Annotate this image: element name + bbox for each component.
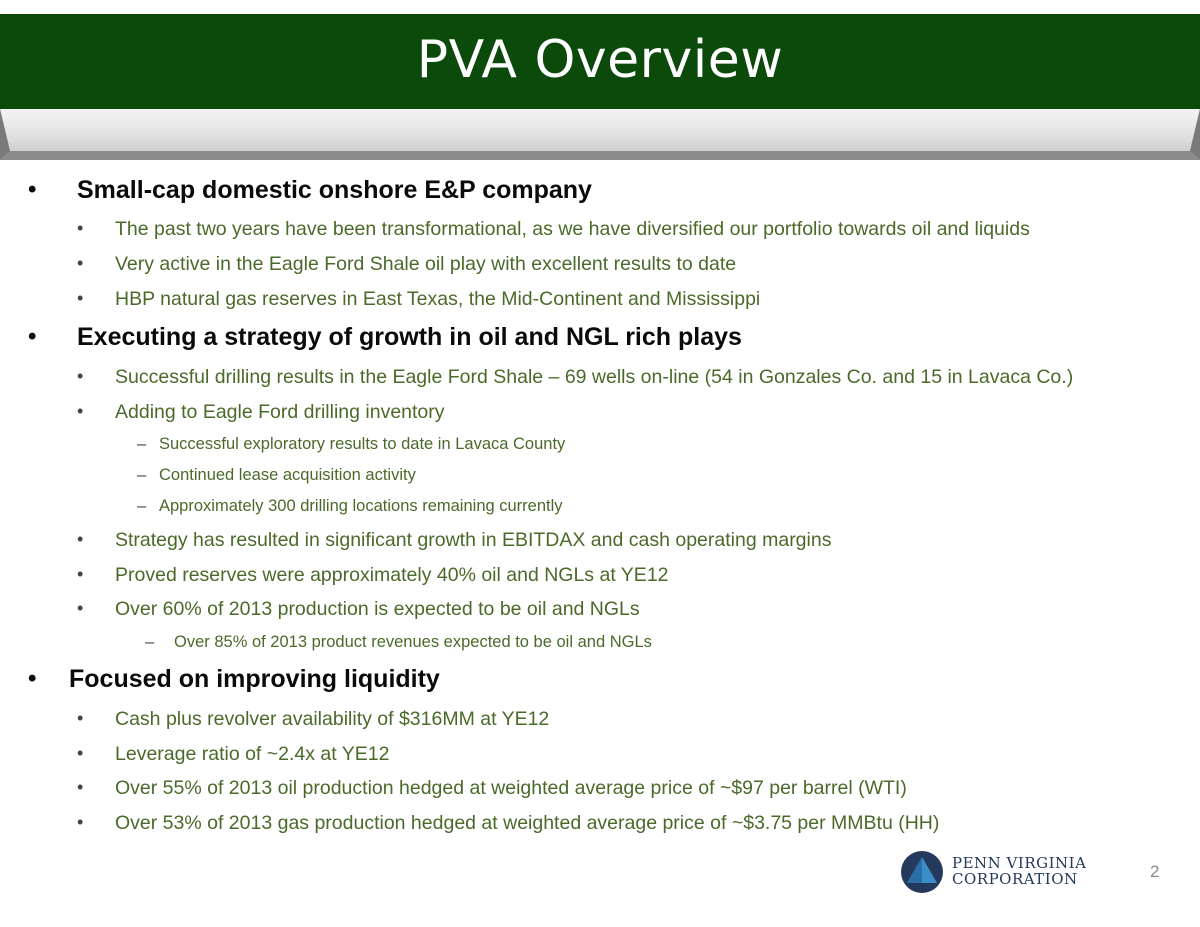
- bullet: •: [77, 743, 84, 763]
- list-item-text: HBP natural gas reserves in East Texas, …: [115, 288, 761, 310]
- section-heading-text: Small-cap domestic onshore E&P company: [77, 176, 592, 204]
- logo-text-line2: CORPORATION: [952, 870, 1078, 888]
- bullet: •: [77, 812, 84, 832]
- section-heading-text: Focused on improving liquidity: [69, 665, 440, 693]
- list-item-text: Adding to Eagle Ford drilling inventory: [115, 401, 445, 423]
- dash-bullet: –: [145, 633, 155, 651]
- bullet: •: [77, 529, 84, 549]
- bullet: •: [28, 323, 37, 350]
- list-item-text: Over 55% of 2013 oil production hedged a…: [115, 777, 907, 799]
- bullet: •: [77, 598, 84, 618]
- section-heading-1: • Small-cap domestic onshore E&P company: [0, 176, 1200, 216]
- list-item-text: Successful drilling results in the Eagle…: [115, 366, 1074, 388]
- list-item-text: Leverage ratio of ~2.4x at YE12: [115, 743, 390, 765]
- dash-bullet: –: [137, 466, 147, 484]
- bullet: •: [77, 218, 84, 238]
- triangle-in-circle-icon: [901, 851, 943, 893]
- list-item: • Adding to Eagle Ford drilling inventor…: [0, 401, 1200, 431]
- sub-list-item-text: Approximately 300 drilling locations rem…: [159, 497, 563, 515]
- section-heading-3: • Focused on improving liquidity: [0, 665, 1200, 705]
- logo-text-line1: PENN VIRGINIA: [952, 854, 1087, 872]
- list-item: • Over 53% of 2013 gas production hedged…: [0, 812, 1200, 842]
- sub-list-item-text: Successful exploratory results to date i…: [159, 435, 566, 453]
- list-item: • The past two years have been transform…: [0, 218, 1200, 248]
- list-item-text: Over 53% of 2013 gas production hedged a…: [115, 812, 940, 834]
- title-bevel-bar: [0, 109, 1200, 160]
- list-item: • HBP natural gas reserves in East Texas…: [0, 288, 1200, 318]
- dash-bullet: –: [137, 497, 147, 515]
- list-item: • Cash plus revolver availability of $31…: [0, 708, 1200, 738]
- list-item-text: Cash plus revolver availability of $316M…: [115, 708, 550, 730]
- page-number: 2: [1150, 862, 1160, 881]
- list-item: • Leverage ratio of ~2.4x at YE12: [0, 743, 1200, 773]
- dash-bullet: –: [137, 435, 147, 453]
- section-heading-text: Executing a strategy of growth in oil an…: [77, 323, 742, 351]
- list-item: • Over 60% of 2013 production is expecte…: [0, 598, 1200, 628]
- bullet: •: [28, 176, 37, 203]
- bullet: •: [28, 665, 37, 692]
- sub-list-item: – Successful exploratory results to date…: [0, 435, 1200, 459]
- list-item: • Strategy has resulted in significant g…: [0, 529, 1200, 559]
- list-item-text: Strategy has resulted in significant gro…: [115, 529, 832, 551]
- slide-title: PVA Overview: [416, 29, 784, 90]
- title-bar: PVA Overview: [0, 14, 1200, 109]
- sub-list-item-text: Continued lease acquisition activity: [159, 466, 416, 484]
- penn-virginia-logo: PENN VIRGINIA CORPORATION: [900, 850, 1090, 894]
- sub-list-item: – Approximately 300 drilling locations r…: [0, 497, 1200, 521]
- sub-list-item-text: Over 85% of 2013 product revenues expect…: [174, 633, 652, 651]
- bullet: •: [77, 777, 84, 797]
- list-item-text: The past two years have been transformat…: [115, 218, 1030, 240]
- bullet: •: [77, 564, 84, 584]
- list-item-text: Proved reserves were approximately 40% o…: [115, 564, 669, 586]
- list-item: • Very active in the Eagle Ford Shale oi…: [0, 253, 1200, 283]
- bullet: •: [77, 366, 84, 386]
- sub-list-item: – Continued lease acquisition activity: [0, 466, 1200, 490]
- section-heading-2: • Executing a strategy of growth in oil …: [0, 323, 1200, 363]
- bullet: •: [77, 401, 84, 421]
- bullet: •: [77, 253, 84, 273]
- bullet: •: [77, 708, 84, 728]
- list-item: • Proved reserves were approximately 40%…: [0, 564, 1200, 594]
- bullet: •: [77, 288, 84, 308]
- sub-list-item: – Over 85% of 2013 product revenues expe…: [0, 633, 1200, 657]
- list-item-text: Very active in the Eagle Ford Shale oil …: [115, 253, 737, 275]
- list-item: • Over 55% of 2013 oil production hedged…: [0, 777, 1200, 807]
- list-item: • Successful drilling results in the Eag…: [0, 366, 1200, 396]
- list-item-text: Over 60% of 2013 production is expected …: [115, 598, 640, 620]
